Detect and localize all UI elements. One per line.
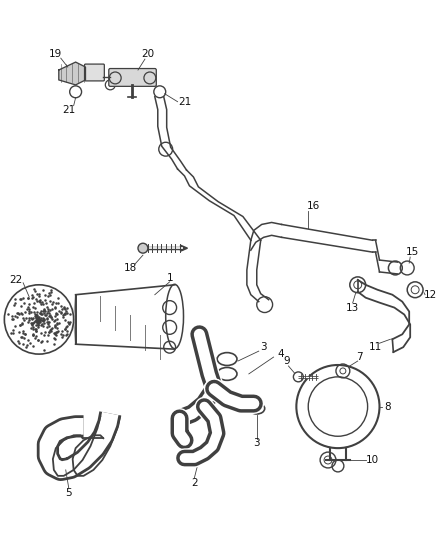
Circle shape [138,243,148,253]
FancyBboxPatch shape [109,69,156,86]
Text: 5: 5 [65,488,72,498]
Text: 19: 19 [49,49,63,59]
Text: 11: 11 [369,342,382,352]
FancyBboxPatch shape [85,64,104,81]
Text: 16: 16 [307,200,320,211]
Text: 3: 3 [260,342,267,352]
Text: 2: 2 [191,478,198,488]
Text: 21: 21 [178,96,191,107]
Text: 21: 21 [62,104,75,115]
Text: 10: 10 [366,455,379,465]
Text: 1: 1 [166,273,173,283]
Text: 15: 15 [406,247,419,257]
Text: 9: 9 [283,356,290,366]
Polygon shape [180,245,187,251]
Text: 13: 13 [346,303,360,312]
Text: 20: 20 [141,49,155,59]
Text: 18: 18 [124,263,137,273]
Text: 3: 3 [254,438,260,448]
Text: 22: 22 [10,275,23,285]
Text: 7: 7 [357,352,363,362]
Polygon shape [59,62,85,85]
Text: 12: 12 [424,290,437,300]
Text: 4: 4 [277,349,284,359]
Text: 8: 8 [384,401,391,411]
